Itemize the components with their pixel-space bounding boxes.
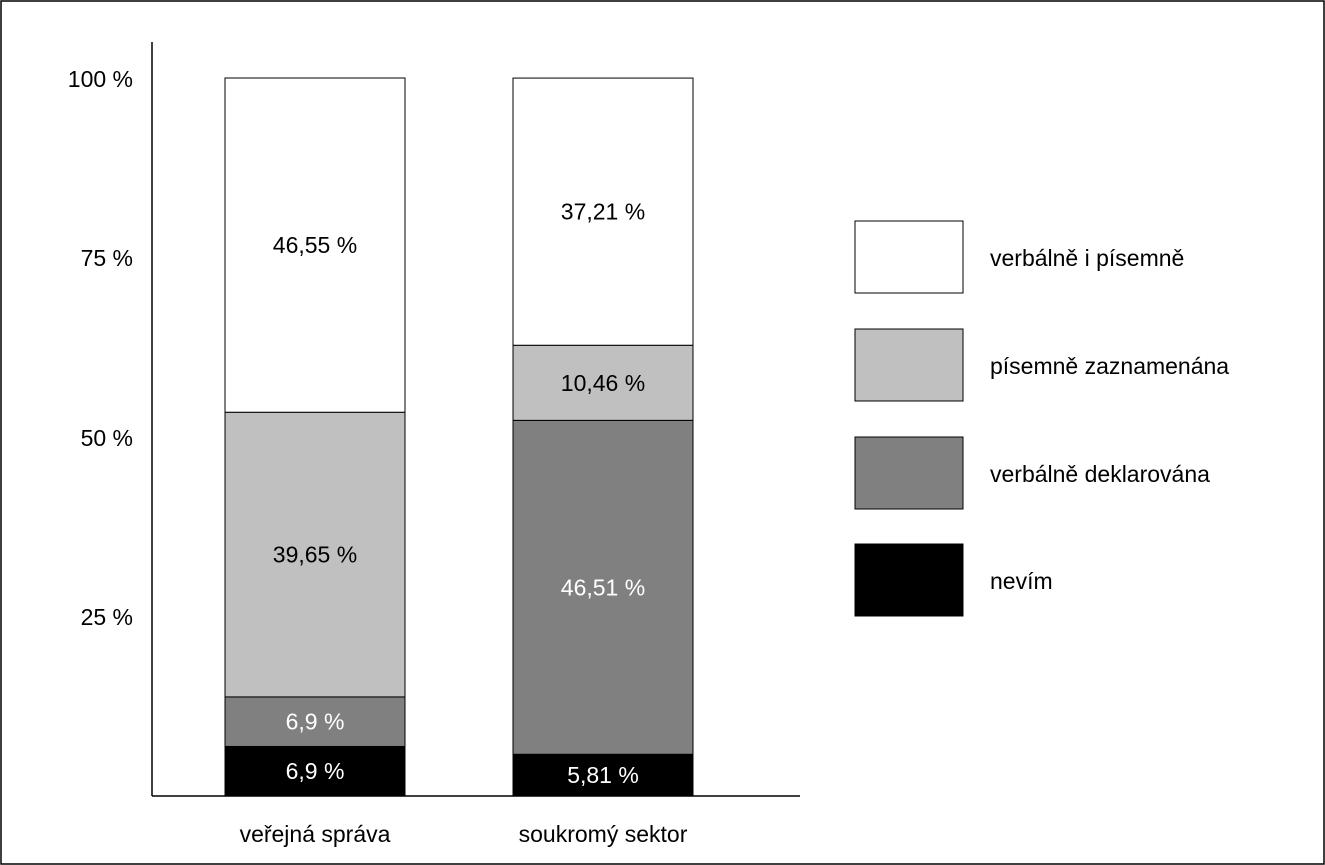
legend-swatch — [854, 220, 964, 294]
y-tick-label: 25 % — [81, 604, 133, 630]
bar-segment — [224, 745, 406, 797]
y-tick-label: 100 % — [68, 66, 133, 92]
legend-label: písemně zaznamenána — [990, 353, 1229, 379]
legend-label: verbálně i písemně — [990, 245, 1184, 271]
legend-swatch — [854, 543, 964, 617]
y-tick-label: 75 % — [81, 245, 133, 271]
bar-segment — [512, 344, 694, 421]
category-labels: veřejná správa soukromý sektor — [240, 821, 688, 847]
x-category-label: veřejná správa — [240, 821, 391, 847]
bar-value-label: 6,9 % — [286, 709, 345, 735]
bar-segment — [224, 696, 406, 747]
bar-value-label: 10,46 % — [561, 370, 645, 396]
bar-value-label: 46,51 % — [561, 574, 645, 600]
legend: verbálně i písemně písemně zaznamenána ver… — [854, 220, 1229, 617]
y-tick-label: 50 % — [81, 425, 133, 451]
x-category-label: soukromý sektor — [519, 821, 688, 847]
bar-value-label: 46,55 % — [273, 232, 357, 258]
legend-swatch — [854, 436, 964, 510]
bar-segment — [224, 77, 406, 413]
legend-swatch — [854, 328, 964, 402]
bar-value-label: 6,9 % — [286, 758, 345, 784]
bars: 6,9 % 6,9 % 39,65 % 46,55 % 5,81 % 46,51 % 10,… — [224, 77, 694, 797]
bar-segment — [224, 411, 406, 698]
bar-segment — [512, 77, 694, 346]
bar-segment — [512, 419, 694, 755]
legend-label: verbálně deklarována — [990, 461, 1210, 487]
bar-value-label: 37,21 % — [561, 199, 645, 225]
legend-label: nevím — [990, 568, 1053, 594]
bar-value-label: 39,65 % — [273, 542, 357, 568]
y-tick-labels: 100 % 75 % 50 % 25 % — [68, 66, 133, 630]
bar-segment — [512, 753, 694, 797]
bar-value-label: 5,81 % — [567, 762, 639, 788]
